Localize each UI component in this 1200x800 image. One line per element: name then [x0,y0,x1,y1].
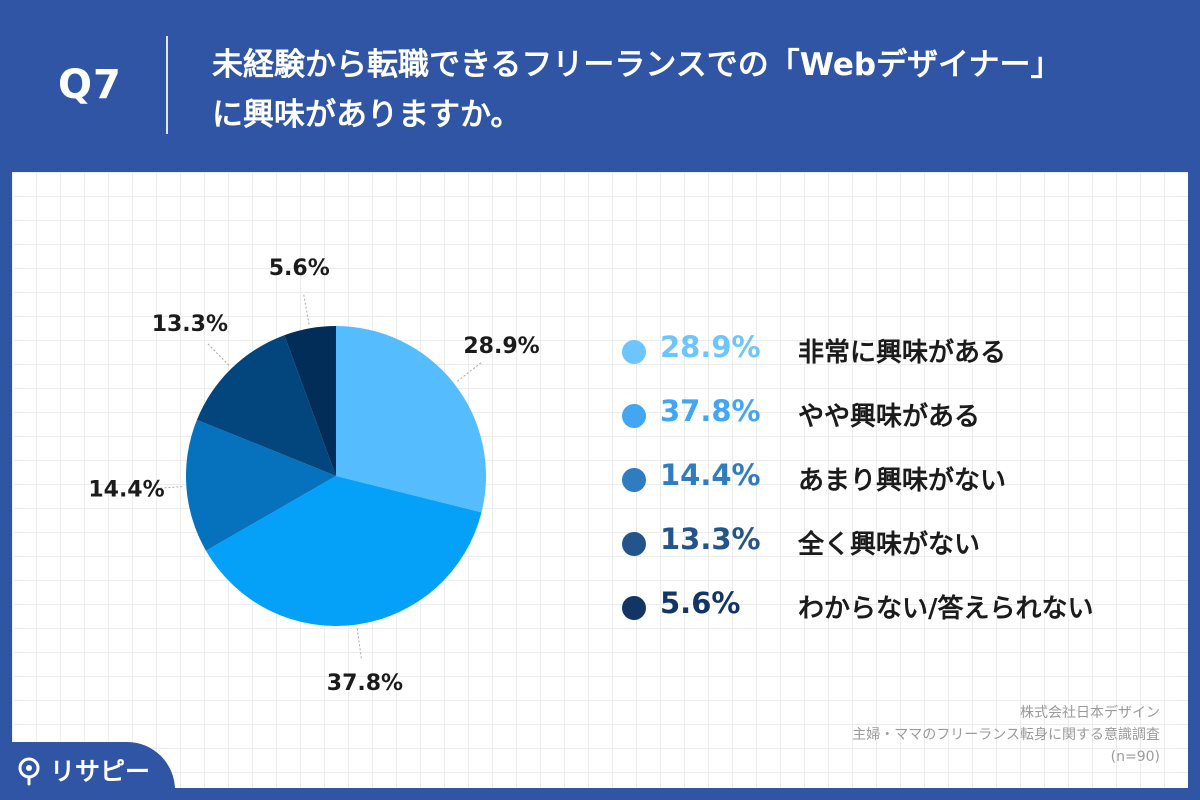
question-line-1: 未経験から転職できるフリーランスでの「Webデザイナー」 [212,47,1062,83]
legend-label: やや興味がある [798,402,981,432]
brand-logo: リサピー [0,742,175,800]
brand-name: リサピー [50,757,151,786]
slice-label-leader [303,294,310,325]
source-survey: 主婦・ママのフリーランス転身に関する意識調査 [852,727,1160,743]
legend-label: わからない/答えられない [798,594,1094,624]
question-line-2: に興味がありますか。 [212,97,522,133]
legend-percent: 5.6% [660,586,741,620]
pie-slice [196,335,336,476]
question-number: Q7 [58,62,122,108]
slice-value-label: 37.8% [327,671,403,696]
pie-chart: 28.9% 37.8% 14.4% 13.3% 5.6% [88,256,539,696]
legend-swatch [622,404,646,428]
brand-pin-icon [18,757,40,786]
slice-label-leader [207,343,230,366]
slice-label-leader [356,628,362,659]
slice-label-leader [152,486,183,490]
legend-swatch [622,340,646,364]
question-title: 未経験から転職できるフリーランスでの「Webデザイナー」 に興味がありますか。 [212,40,1172,140]
header-divider [166,36,168,134]
legend-swatch [622,532,646,556]
legend-swatch [622,468,646,492]
slice-value-label: 5.6% [269,256,330,281]
header: Q7 未経験から転職できるフリーランスでの「Webデザイナー」 に興味があります… [0,0,1200,170]
pie-slice [284,326,336,476]
legend-swatch [622,596,646,620]
pie-slice [185,419,336,551]
slice-value-label: 14.4% [88,478,164,503]
legend-label: 全く興味がない [798,530,981,560]
source-company: 株式会社日本デザイン [1020,705,1160,721]
legend-label: 非常に興味がある [798,338,1007,368]
source-n: (n=90) [1110,749,1160,765]
pie-slice [205,476,482,626]
legend-percent: 14.4% [660,458,761,492]
slice-value-label: 13.3% [152,312,228,337]
legend-percent: 37.8% [660,394,761,428]
slice-value-label: 28.9% [463,334,539,359]
pie-slice [336,326,487,513]
legend-percent: 13.3% [660,522,761,556]
chart-card: 28.9% 37.8% 14.4% 13.3% 5.6% 28.9% 非常に興味がある 37… [12,172,1188,788]
source-note: 株式会社日本デザイン 主婦・ママのフリーランス転身に関する意識調査 (n=90) [852,702,1160,768]
slice-label-leader [457,362,482,382]
legend-label: あまり興味がない [798,466,1007,496]
legend-percent: 28.9% [660,330,761,364]
